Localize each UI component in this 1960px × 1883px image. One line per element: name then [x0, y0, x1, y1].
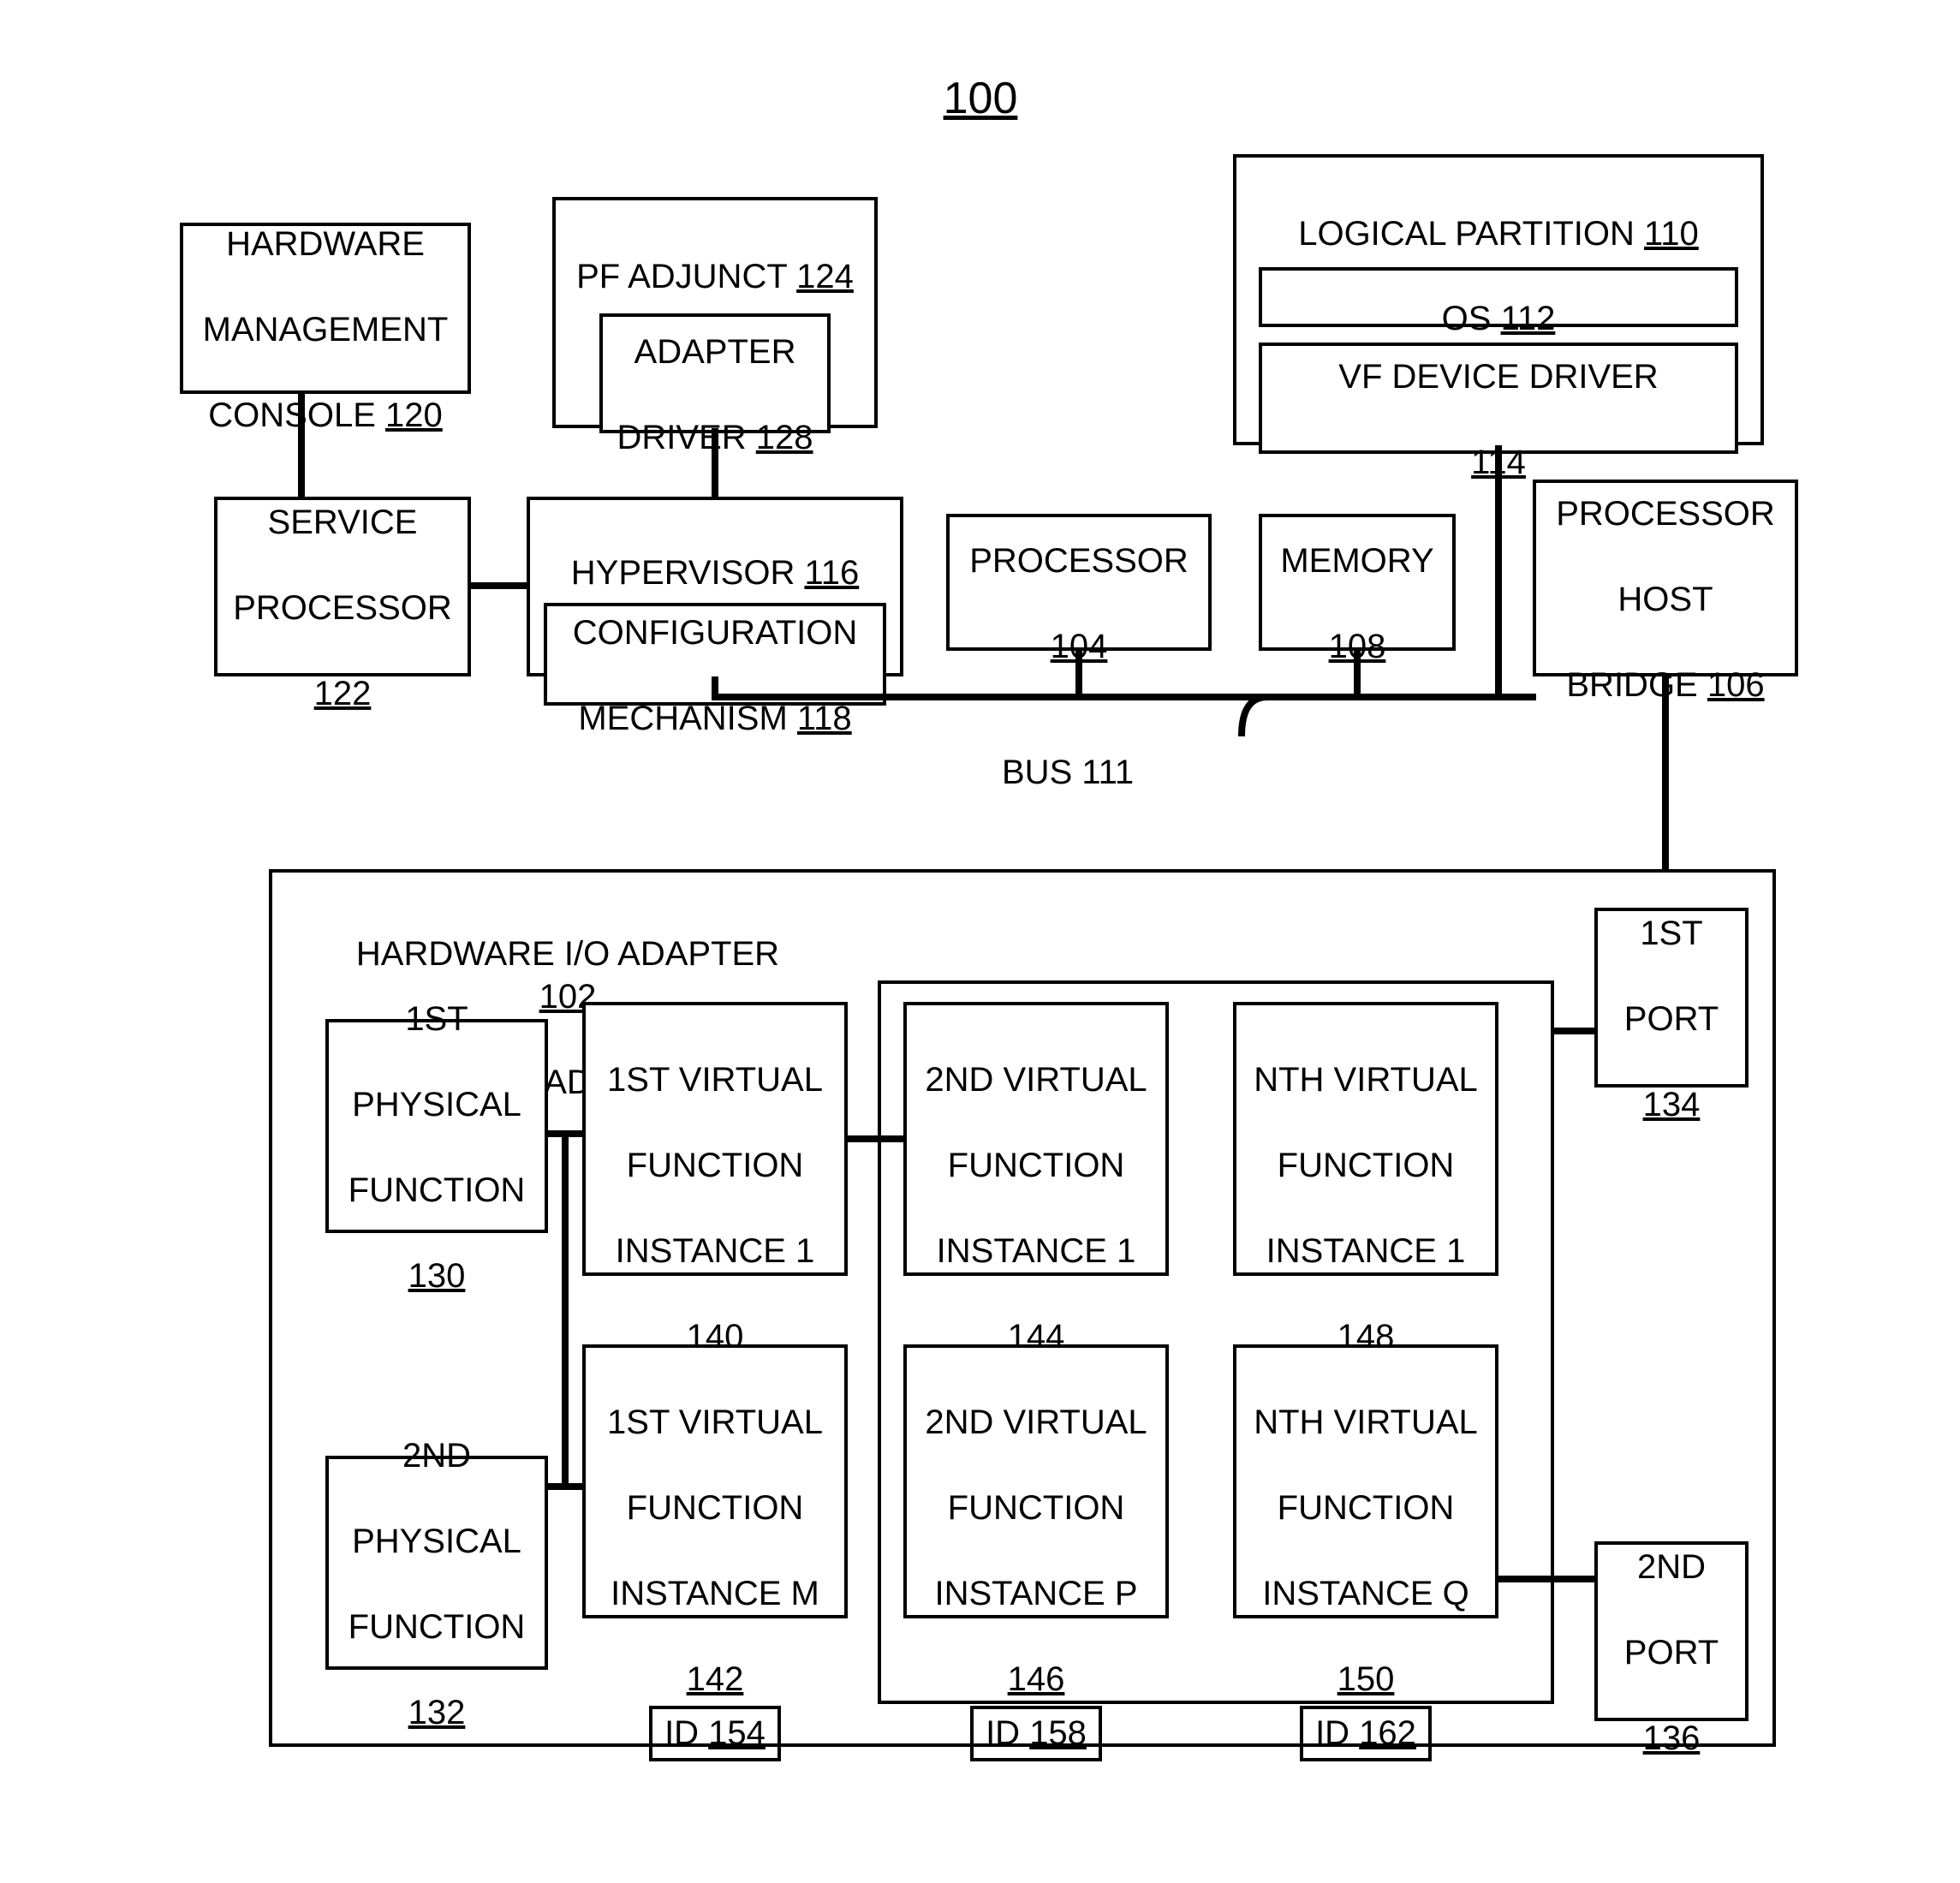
- vf-r1c1-box: 1ST VIRTUAL FUNCTION INSTANCE 1 140 ID 1…: [582, 1002, 848, 1276]
- vf-r2c2-id: ID 158: [970, 1706, 1102, 1761]
- adapter-driver-box: ADAPTER DRIVER 128: [599, 313, 831, 433]
- vf-r2c2-label: 2ND VIRTUAL FUNCTION INSTANCE P 146: [925, 1358, 1147, 1701]
- logical-partition-box: LOGICAL PARTITION 110 OS 112 VF DEVICE D…: [1233, 154, 1764, 445]
- line-phb-adapter: [1662, 676, 1669, 869]
- service-processor-box: SERVICE PROCESSOR 122: [214, 497, 471, 676]
- vf-r2c1-label: 1ST VIRTUAL FUNCTION INSTANCE M 142: [607, 1358, 823, 1701]
- config-mech-label: CONFIGURATION MECHANISM 118: [573, 569, 858, 740]
- processor-label: PROCESSOR 104: [969, 497, 1189, 668]
- pf-adjunct-label: PF ADJUNCT 124: [576, 212, 854, 298]
- line-vf-port2: [1498, 1576, 1594, 1582]
- line-bus-horiz: [712, 694, 1498, 700]
- line-pf1-vf2-h: [548, 1483, 582, 1490]
- vf-r2c1-box: 1ST VIRTUAL FUNCTION INSTANCE M 142 ID 1…: [582, 1344, 848, 1618]
- vf-driver-box: VF DEVICE DRIVER 114: [1259, 343, 1738, 454]
- line-hmc-sp: [298, 394, 305, 497]
- hypervisor-box: HYPERVISOR 116 CONFIGURATION MECHANISM 1…: [527, 497, 903, 676]
- line-proc-bus: [1075, 651, 1082, 700]
- phb-label: PROCESSOR HOST BRIDGE 106: [1556, 450, 1775, 706]
- port1-box: 1ST PORT 134: [1594, 908, 1749, 1087]
- line-hyp-bus: [712, 676, 718, 700]
- line-bus-phb: [1498, 694, 1536, 700]
- pf2-label: 2ND PHYSICAL FUNCTION 132: [349, 1391, 526, 1734]
- line-pf-hyp: [712, 428, 718, 497]
- port2-box: 2ND PORT 136: [1594, 1541, 1749, 1721]
- line-sp-hyp: [471, 582, 527, 589]
- vf-r1c3-box: NTH VIRTUAL FUNCTION INSTANCE 1 148 ID 1…: [1233, 1002, 1498, 1276]
- memory-box: MEMORY 108: [1259, 514, 1456, 651]
- vf-r2c1-id: ID 154: [649, 1706, 781, 1761]
- vf-r1c2-box: 2ND VIRTUAL FUNCTION INSTANCE 1 144 ID 1…: [903, 1002, 1169, 1276]
- pf1-label: 1ST PHYSICAL FUNCTION 130: [349, 955, 526, 1297]
- hmc-label: HARDWARE MANAGEMENT CONSOLE 120: [203, 180, 449, 437]
- hmc-box: HARDWARE MANAGEMENT CONSOLE 120: [180, 223, 471, 394]
- vf-r1c1-label: 1ST VIRTUAL FUNCTION INSTANCE 1 140: [607, 1016, 823, 1358]
- port1-label: 1ST PORT 134: [1624, 869, 1719, 1126]
- phb-box: PROCESSOR HOST BRIDGE 106: [1533, 480, 1798, 676]
- bus-hook-icon: [1233, 694, 1302, 745]
- pf-adjunct-box: PF ADJUNCT 124 ADAPTER DRIVER 128: [552, 197, 878, 428]
- processor-box: PROCESSOR 104: [946, 514, 1212, 651]
- diagram-canvas: 100 HARDWARE MANAGEMENT CONSOLE 120 PF A…: [0, 0, 1960, 1883]
- memory-label: MEMORY 108: [1280, 497, 1433, 668]
- line-group-port1: [1554, 1028, 1594, 1034]
- pf2-box: 2ND PHYSICAL FUNCTION 132: [325, 1456, 548, 1670]
- vf-r1c3-label: NTH VIRTUAL FUNCTION INSTANCE 1 148: [1254, 1016, 1478, 1358]
- line-vf1-vf2: [848, 1135, 903, 1142]
- figure-number: 100: [925, 73, 1036, 124]
- line-mem-bus: [1354, 651, 1361, 700]
- vf-r2c3-label: NTH VIRTUAL FUNCTION INSTANCE Q 150: [1254, 1358, 1478, 1701]
- port2-label: 2ND PORT 136: [1624, 1503, 1719, 1760]
- vf-r2c2-box: 2ND VIRTUAL FUNCTION INSTANCE P 146 ID 1…: [903, 1344, 1169, 1618]
- line-lp-down: [1495, 445, 1502, 694]
- service-processor-label: SERVICE PROCESSOR 122: [233, 458, 452, 715]
- logical-partition-label: LOGICAL PARTITION 110: [1298, 170, 1699, 255]
- vf-r2c3-box: NTH VIRTUAL FUNCTION INSTANCE Q 150 ID 1…: [1233, 1344, 1498, 1618]
- line-pf1-vert: [562, 1130, 569, 1490]
- vf-r1c2-label: 2ND VIRTUAL FUNCTION INSTANCE 1 144: [925, 1016, 1147, 1358]
- bus-label: BUS 111: [1002, 754, 1134, 792]
- vf-r2c3-id: ID 162: [1300, 1706, 1432, 1761]
- pf1-box: 1ST PHYSICAL FUNCTION 130: [325, 1019, 548, 1233]
